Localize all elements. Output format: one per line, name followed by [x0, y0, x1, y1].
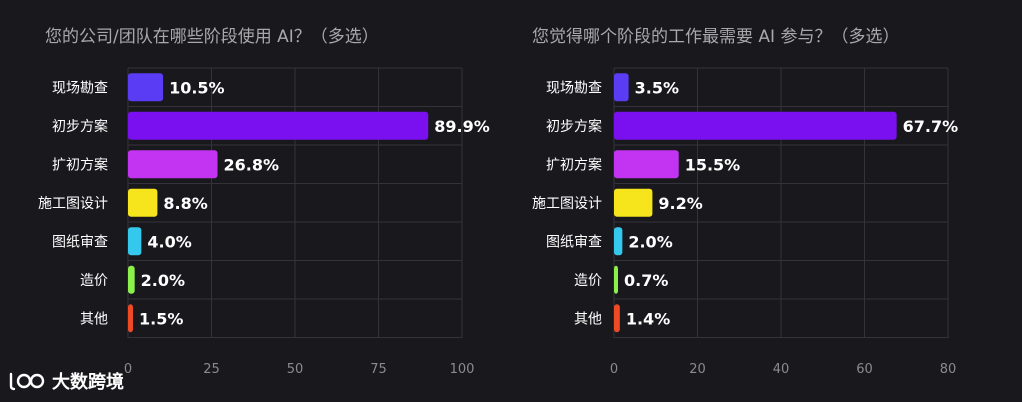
- category-label: 扩初方案: [546, 156, 602, 173]
- brand-name: 大数跨境: [52, 372, 124, 393]
- value-label: 15.5%: [685, 155, 741, 174]
- x-tick-label: 0: [610, 362, 618, 377]
- value-label: 26.8%: [224, 155, 280, 174]
- bar: [614, 265, 618, 294]
- bar: [614, 188, 653, 217]
- chart-title: 您的公司/团队在哪些阶段使用 AI？（多选）: [45, 26, 379, 47]
- value-label: 10.5%: [169, 78, 225, 97]
- x-tick-label: 25: [203, 362, 220, 377]
- bar: [128, 265, 135, 294]
- chart-stage-usage: 您的公司/团队在哪些阶段使用 AI？（多选） 0 25 50 75 100 现场勘查 10.5…: [38, 26, 490, 377]
- x-tick-label: 20: [689, 362, 706, 377]
- chart-stage-need: 您觉得哪个阶段的工作最需要 AI 参与？（多选） 0 20 40 60 80 现场勘查 3.5…: [532, 27, 958, 377]
- chart-title: 您觉得哪个阶段的工作最需要 AI 参与？（多选）: [532, 27, 899, 47]
- value-label: 1.5%: [139, 309, 183, 328]
- category-label: 施工图设计: [38, 196, 108, 212]
- bar: [614, 150, 679, 179]
- value-label: 3.5%: [635, 78, 679, 97]
- value-label: 8.8%: [163, 194, 207, 213]
- bar: [128, 188, 158, 217]
- x-tick-label: 40: [773, 362, 790, 377]
- category-label: 扩初方案: [52, 156, 108, 173]
- category-label: 造价: [80, 273, 108, 289]
- category-label: 施工图设计: [532, 196, 602, 212]
- x-tick-label: 75: [370, 362, 387, 377]
- category-label: 现场勘查: [52, 80, 108, 96]
- x-tick-label: 80: [940, 362, 957, 377]
- category-label: 初步方案: [546, 118, 602, 135]
- bar: [614, 73, 629, 102]
- value-label: 2.0%: [628, 232, 672, 251]
- category-label: 图纸审查: [546, 234, 602, 250]
- category-label: 图纸审查: [52, 234, 108, 250]
- value-label: 1.4%: [626, 309, 670, 328]
- bar: [128, 111, 429, 140]
- bar: [614, 304, 620, 333]
- dskj-logo-icon: [9, 372, 45, 391]
- category-label: 初步方案: [52, 118, 108, 135]
- x-tick-label: 0: [124, 362, 132, 377]
- value-label: 0.7%: [624, 271, 668, 290]
- category-label: 现场勘查: [546, 80, 602, 96]
- value-label: 67.7%: [903, 117, 959, 136]
- value-label: 2.0%: [141, 271, 185, 290]
- bar: [614, 227, 623, 256]
- bar: [128, 73, 164, 102]
- x-tick-label: 100: [450, 362, 475, 377]
- x-tick-label: 60: [856, 362, 873, 377]
- bar: [128, 150, 218, 179]
- value-label: 4.0%: [147, 232, 191, 251]
- category-label: 其他: [80, 311, 108, 327]
- x-tick-label: 50: [287, 362, 304, 377]
- bar: [614, 111, 897, 140]
- value-label: 9.2%: [658, 194, 702, 213]
- bar: [128, 304, 134, 333]
- category-label: 造价: [574, 273, 602, 289]
- bar: [128, 227, 142, 256]
- brand-watermark: 大数跨境: [8, 368, 124, 394]
- value-label: 89.9%: [434, 117, 490, 136]
- category-label: 其他: [574, 311, 602, 327]
